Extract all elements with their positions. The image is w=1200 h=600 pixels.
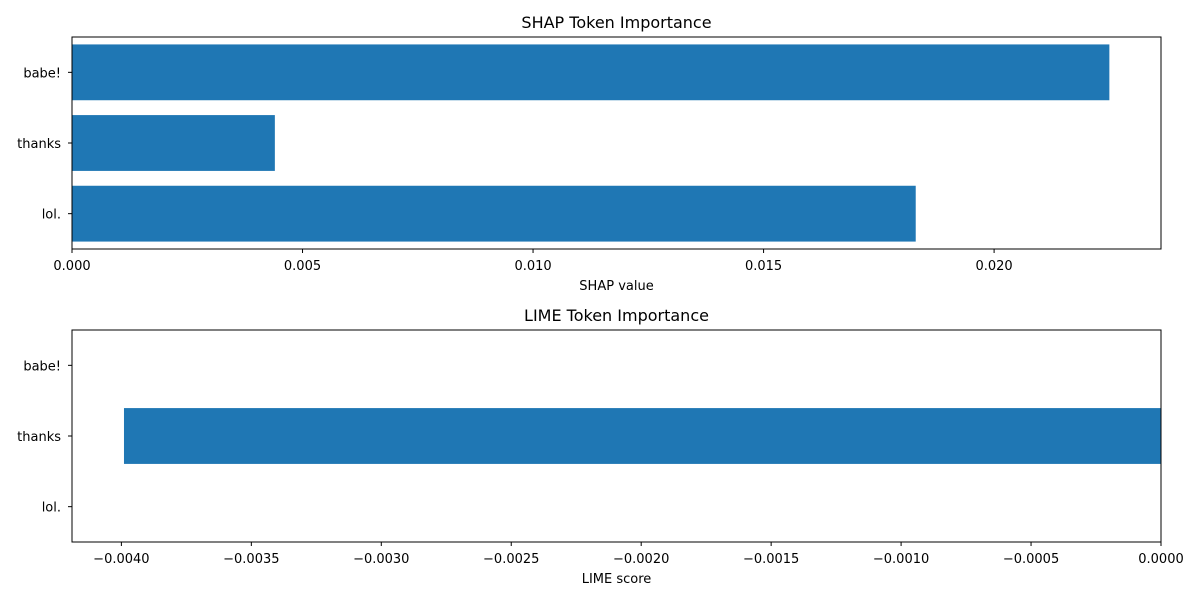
shap-bar-thanks (72, 115, 275, 171)
lime-xtick-label: −0.0020 (613, 552, 669, 567)
shap-xtick-label: 0.020 (975, 259, 1012, 274)
shap-xaxis-label: SHAP value (579, 279, 653, 294)
lime-xaxis-label: LIME score (582, 572, 652, 587)
lime-ytick-label: thanks (17, 430, 61, 445)
lime-xtick-label: 0.0000 (1138, 552, 1184, 567)
shap-ytick-label: thanks (17, 137, 61, 152)
shap-bar-lol (72, 185, 916, 242)
shap-xtick-label: 0.005 (284, 259, 321, 274)
shap-xtick-label: 0.015 (745, 259, 782, 274)
lime-xtick-label: −0.0015 (743, 552, 799, 567)
lime-axes-frame (71, 329, 1162, 543)
shap-xtick-label: 0.010 (514, 259, 551, 274)
lime-ytick-label: lol. (42, 501, 61, 516)
lime-chart: LIME Token Importance babe! thanks lol. −0.0… (17, 306, 1184, 587)
shap-chart: SHAP Token Importance babe! thanks lol. 0.00… (17, 13, 1162, 294)
lime-chart-title: LIME Token Importance (524, 306, 709, 325)
lime-xtick-label: −0.0010 (873, 552, 929, 567)
lime-xtick-label: −0.0025 (483, 552, 539, 567)
shap-bar-babe (72, 44, 1110, 101)
shap-axes-frame (71, 36, 1162, 250)
shap-ytick-label: lol. (42, 208, 61, 223)
lime-xtick-label: −0.0035 (223, 552, 279, 567)
lime-xtick-label: −0.0040 (93, 552, 149, 567)
lime-bar-thanks (123, 408, 1161, 464)
shap-chart-title: SHAP Token Importance (521, 13, 711, 32)
shap-ytick-label: babe! (23, 66, 61, 81)
shap-xtick-label: 0.000 (53, 259, 90, 274)
lime-ytick-label: babe! (23, 359, 61, 374)
lime-xtick-label: −0.0030 (353, 552, 409, 567)
lime-xtick-label: −0.0005 (1003, 552, 1059, 567)
